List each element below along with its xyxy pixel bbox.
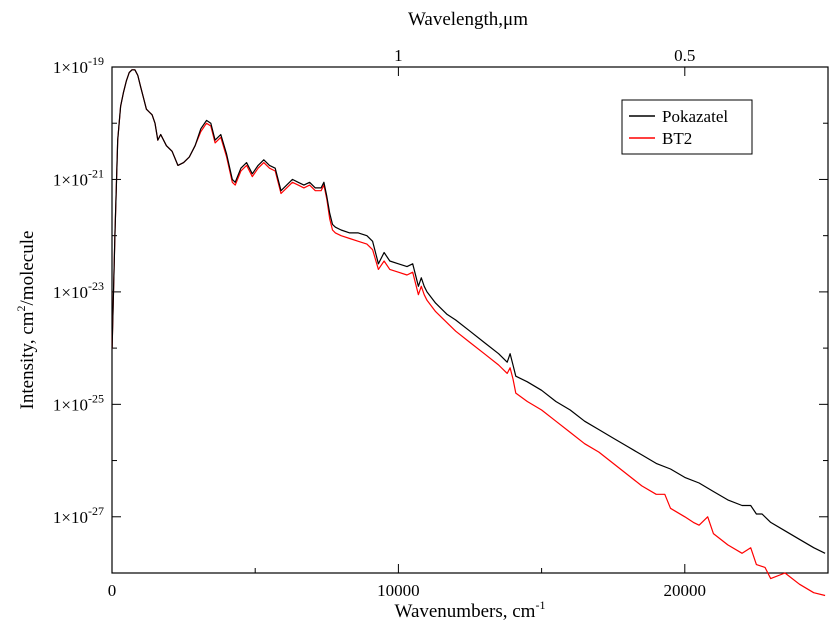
y-tick-label-exp: -27 xyxy=(88,504,104,518)
y-tick-label-base: 1×10 xyxy=(53,58,88,77)
y-tick-label: 1×10-19 xyxy=(53,54,104,77)
legend-box xyxy=(621,99,753,155)
y-tick-label: 1×10-23 xyxy=(53,279,104,302)
legend-label-bt2: BT2 xyxy=(662,129,692,148)
top-tick-label: 1 xyxy=(394,46,403,65)
y-tick-label-base: 1×10 xyxy=(53,170,88,189)
y-tick-label-exp: -19 xyxy=(88,54,104,68)
plot-area-frame xyxy=(111,66,829,574)
x-axis-title-sup: -1 xyxy=(535,598,545,612)
x-tick-label: 10000 xyxy=(377,581,420,600)
top-axis-title: Wavelength,μm xyxy=(408,9,528,30)
y-axis-title-text: Intensity, cm xyxy=(17,311,38,409)
series-line-pokazatel xyxy=(111,69,826,554)
top-tick-label: 0.5 xyxy=(674,46,695,65)
y-axis-title: Intensity, cm2/molecule xyxy=(14,231,38,410)
y-tick-label-exp: -23 xyxy=(88,279,104,293)
y-tick-label-base: 1×10 xyxy=(53,508,88,527)
y-tick-label-base: 1×10 xyxy=(53,395,88,414)
y-tick-label-exp: -25 xyxy=(88,391,104,405)
axis-ticks xyxy=(111,66,829,574)
y-axis-title-sup: 2 xyxy=(14,305,28,311)
x-tick-label: 0 xyxy=(108,581,117,600)
legend-label-pokazatel: Pokazatel xyxy=(662,107,728,126)
y-tick-label-base: 1×10 xyxy=(53,283,88,302)
y-tick-label: 1×10-27 xyxy=(53,504,104,527)
y-tick-label-exp: -21 xyxy=(88,166,104,180)
y-axis-title-tail: /molecule xyxy=(17,231,38,306)
series-layer xyxy=(111,69,826,597)
x-tick-label: 20000 xyxy=(664,581,707,600)
x-axis-title-text: Wavenumbers, cm xyxy=(395,601,536,622)
y-tick-label: 1×10-25 xyxy=(53,391,104,414)
legend: Pokazatel BT2 xyxy=(621,99,753,155)
y-tick-label: 1×10-21 xyxy=(53,166,104,189)
x-axis-title: Wavenumbers, cm-1 xyxy=(395,598,546,622)
